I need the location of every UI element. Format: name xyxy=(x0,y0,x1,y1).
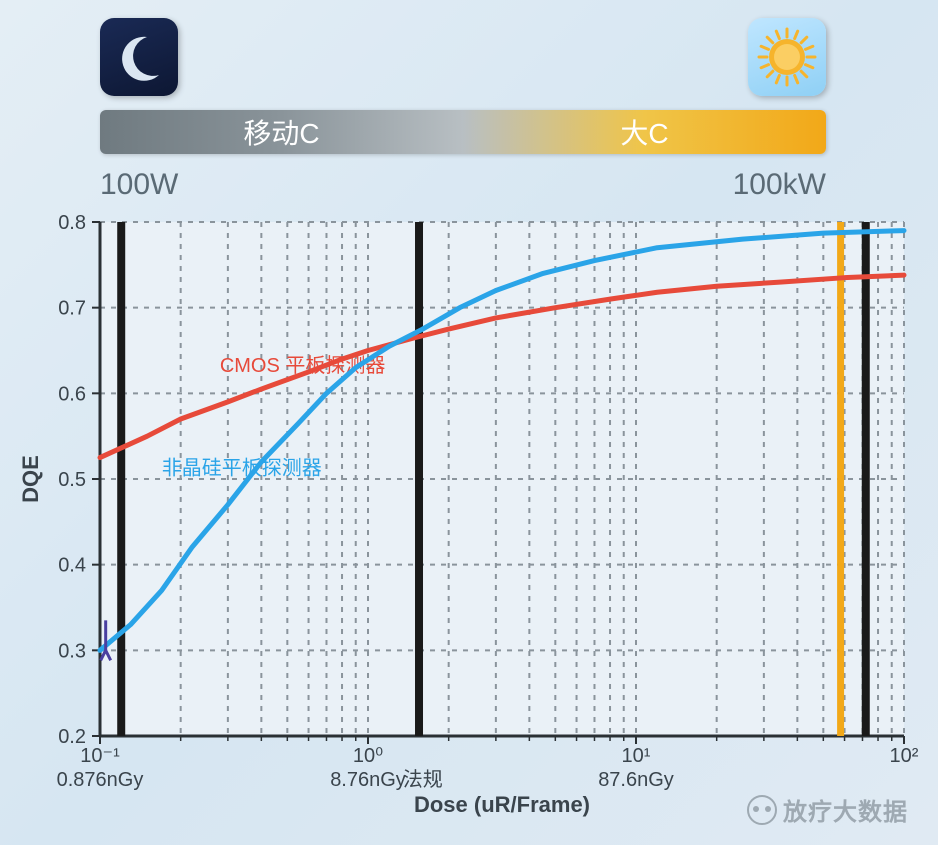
svg-text:10⁰: 10⁰ xyxy=(353,745,383,767)
svg-text:10⁻¹: 10⁻¹ xyxy=(80,745,120,767)
watermark-icon xyxy=(747,795,777,825)
sun-icon xyxy=(748,18,826,96)
svg-text:Dose (uR/Frame): Dose (uR/Frame) xyxy=(414,792,590,817)
svg-text:10²: 10² xyxy=(890,745,919,767)
bar-label-right: 大C xyxy=(463,112,826,152)
svg-text:0.5: 0.5 xyxy=(58,469,86,491)
power-right: 100kW xyxy=(733,168,826,202)
watermark-text: 放疗大数据 xyxy=(783,792,908,827)
svg-text:0.8: 0.8 xyxy=(58,212,86,234)
moon-icon xyxy=(100,18,178,96)
svg-text:0.7: 0.7 xyxy=(58,298,86,320)
power-left: 100W xyxy=(100,168,178,202)
bar-label-left: 移动C xyxy=(100,112,463,152)
svg-text:10¹: 10¹ xyxy=(622,745,651,767)
watermark: 放疗大数据 xyxy=(747,792,908,827)
svg-text:0.3: 0.3 xyxy=(58,640,86,662)
svg-text:法规: 法规 xyxy=(403,768,443,791)
svg-text:0.4: 0.4 xyxy=(58,555,86,577)
svg-text:非晶硅平板探测器: 非晶硅平板探测器 xyxy=(162,457,322,480)
svg-text:0.6: 0.6 xyxy=(58,383,86,405)
svg-text:0.876nGy: 0.876nGy xyxy=(57,769,144,791)
svg-text:8.76nGy: 8.76nGy xyxy=(330,769,406,791)
mode-gradient-bar: 移动C 大C xyxy=(100,110,826,154)
dqe-chart: 0.20.30.40.50.60.70.810⁻¹10⁰10¹10²0.876n… xyxy=(14,212,924,822)
svg-text:DQE: DQE xyxy=(18,455,43,503)
svg-text:87.6nGy: 87.6nGy xyxy=(598,769,674,791)
